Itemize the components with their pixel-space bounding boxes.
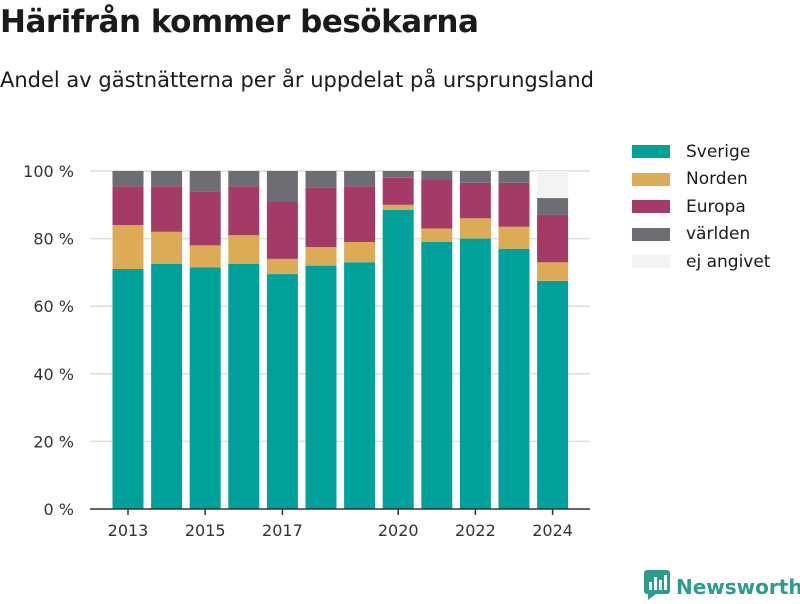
legend-swatch-varlden bbox=[632, 227, 670, 241]
bar-segment-2018-Europa bbox=[305, 187, 337, 248]
x-tick-label: 2022 bbox=[455, 521, 496, 540]
x-tick-label: 2015 bbox=[185, 521, 226, 540]
axes: 0 % 20 % 40 % 60 % 80 % 100 % 2013 2015 2017 2020… bbox=[23, 162, 590, 540]
legend-item-varlden: världen bbox=[632, 221, 770, 249]
brand-name: Newsworthy bbox=[676, 575, 800, 599]
brand: Newsworthy bbox=[644, 570, 800, 604]
bar-segment-2023-världen bbox=[498, 171, 530, 183]
legend-item-europa: Europa bbox=[632, 193, 770, 221]
bar-segment-2021-Europa bbox=[421, 179, 453, 229]
bar-segment-2019-Norden bbox=[344, 241, 376, 263]
legend-swatch-ej-angivet bbox=[632, 255, 670, 269]
bar-segment-2019-Sverige bbox=[344, 262, 376, 509]
legend-swatch-sverige bbox=[632, 145, 670, 159]
legend-label-varlden: världen bbox=[686, 224, 751, 245]
legend-label-ej-angivet: ej angivet bbox=[686, 251, 771, 272]
legend-swatch-norden bbox=[632, 172, 670, 186]
bar-segment-2024-ej-angivet bbox=[537, 171, 569, 199]
bar-segment-2023-Sverige bbox=[498, 248, 530, 510]
y-tick-label: 40 % bbox=[33, 365, 74, 384]
bar-segment-2019-Europa bbox=[344, 186, 376, 242]
bar-segment-2020-Norden bbox=[382, 204, 414, 210]
y-tick-label: 100 % bbox=[23, 162, 74, 181]
bar-segment-2024-världen bbox=[537, 198, 569, 215]
bar-segment-2015-Europa bbox=[189, 191, 221, 246]
y-tick-label: 20 % bbox=[33, 432, 74, 451]
bar-segment-2015-världen bbox=[189, 171, 221, 192]
x-tick-label: 2024 bbox=[532, 521, 573, 540]
bar-segment-2014-Norden bbox=[151, 231, 183, 264]
bar-segment-2014-världen bbox=[151, 171, 183, 187]
bar-segment-2013-Sverige bbox=[112, 269, 144, 509]
bar-segment-2013-världen bbox=[112, 171, 144, 187]
bar-segment-2018-Norden bbox=[305, 247, 337, 266]
bar-segment-2017-Sverige bbox=[266, 274, 298, 509]
bar-segment-2013-Norden bbox=[112, 225, 144, 270]
bar-segment-2014-Europa bbox=[151, 186, 183, 232]
bar-segment-2024-Europa bbox=[537, 214, 569, 263]
bar-segment-2015-Sverige bbox=[189, 267, 221, 509]
y-tick-label: 0 % bbox=[44, 500, 74, 519]
bar-segment-2015-Norden bbox=[189, 245, 221, 268]
bar-segment-2022-Sverige bbox=[459, 238, 491, 509]
x-tick-label: 2017 bbox=[262, 521, 303, 540]
bar-segment-2016-Europa bbox=[228, 186, 260, 236]
bar-segment-2017-Norden bbox=[266, 258, 298, 275]
chart-subtitle: Andel av gästnätterna per år uppdelat på… bbox=[0, 68, 594, 92]
bar-segment-2024-Norden bbox=[537, 262, 569, 281]
x-tick-label: 2013 bbox=[108, 521, 149, 540]
y-tick-label: 80 % bbox=[33, 230, 74, 249]
x-tick-label: 2020 bbox=[378, 521, 419, 540]
bar-segment-2016-världen bbox=[228, 171, 260, 187]
bar-segment-2020-Sverige bbox=[382, 209, 414, 509]
bar-segment-2020-världen bbox=[382, 171, 414, 178]
bar-segment-2016-Norden bbox=[228, 235, 260, 264]
bar-segment-2022-Norden bbox=[459, 218, 491, 239]
legend: Sverige Norden Europa världen ej angivet bbox=[632, 138, 770, 276]
bar-segment-2023-Europa bbox=[498, 182, 530, 227]
legend-label-sverige: Sverige bbox=[686, 141, 751, 162]
legend-swatch-europa bbox=[632, 200, 670, 214]
bar-segment-2021-världen bbox=[421, 171, 453, 180]
bar-segment-2016-Sverige bbox=[228, 263, 260, 509]
bar-segment-2023-Norden bbox=[498, 226, 530, 249]
bar-segment-2019-världen bbox=[344, 171, 376, 187]
legend-label-europa: Europa bbox=[686, 196, 746, 217]
bar-segment-2021-Sverige bbox=[421, 241, 453, 510]
bar-segment-2018-världen bbox=[305, 171, 337, 188]
bar-segment-2017-Europa bbox=[266, 201, 298, 259]
newsworthy-logo-icon bbox=[644, 570, 670, 604]
legend-item-ej-angivet: ej angivet bbox=[632, 248, 770, 276]
legend-item-norden: Norden bbox=[632, 166, 770, 194]
y-tick-label: 60 % bbox=[33, 297, 74, 316]
bar-segment-2017-världen bbox=[266, 171, 298, 202]
bars bbox=[112, 171, 569, 510]
bar-segment-2021-Norden bbox=[421, 228, 453, 242]
bar-segment-2014-Sverige bbox=[151, 263, 183, 509]
bar-segment-2020-Europa bbox=[382, 177, 414, 205]
bar-segment-2018-Sverige bbox=[305, 265, 337, 509]
bar-segment-2024-Sverige bbox=[537, 280, 569, 509]
legend-item-sverige: Sverige bbox=[632, 138, 770, 166]
bar-segment-2013-Europa bbox=[112, 186, 144, 226]
chart-title: Härifrån kommer besökarna bbox=[0, 4, 479, 40]
bar-segment-2022-världen bbox=[459, 171, 491, 183]
bar-segment-2022-Europa bbox=[459, 182, 491, 219]
legend-label-norden: Norden bbox=[686, 169, 748, 190]
